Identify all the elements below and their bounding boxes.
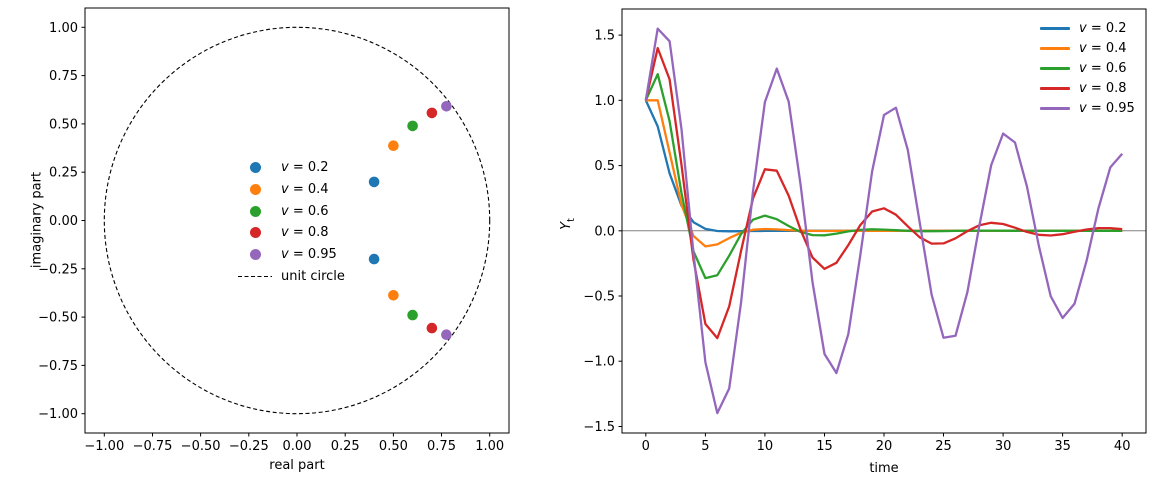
legend-marker-dot: [249, 184, 261, 196]
y-tick-label: −0.25: [38, 262, 78, 277]
x-tick-label: 0.50: [379, 439, 408, 454]
scatter-point: [388, 290, 399, 301]
legend-label: v = 0.8: [281, 225, 329, 241]
scatter-point: [407, 309, 418, 321]
series-line: [645, 99, 1123, 248]
y-tick-label: 1.00: [49, 21, 78, 36]
y-tick-label: 0.50: [49, 117, 78, 132]
scatter-point: [441, 329, 452, 341]
x-tick-label: 35: [1054, 439, 1071, 454]
legend-entry: v = 0.4: [1040, 39, 1135, 59]
y-tick-label: −0.50: [38, 311, 78, 326]
legend-line-swatch: [1040, 47, 1070, 51]
legend-entry: v = 0.8: [238, 222, 345, 244]
legend-entry: v = 0.6: [1040, 59, 1135, 79]
x-tick-label: 20: [876, 439, 893, 454]
legend-line-swatch: [1040, 27, 1070, 31]
y-tick-label: −1.0: [583, 355, 615, 370]
legend-label: v = 0.2: [1079, 21, 1127, 37]
x-tick-label: 40: [1114, 439, 1131, 454]
x-tick-label: 0: [642, 439, 650, 454]
legend-entry: v = 0.95: [238, 244, 345, 266]
y-tick-label: 0.00: [49, 214, 78, 229]
x-tick-label: 10: [757, 439, 774, 454]
x-tick-label: 15: [816, 439, 833, 454]
legend-line-swatch: [1040, 106, 1070, 110]
x-tick-label: −0.75: [133, 439, 173, 454]
y-tick-label: 0.75: [49, 69, 78, 84]
series-line: [644, 27, 1124, 415]
x-tick-label: −1.00: [84, 439, 124, 454]
left-legend: v = 0.2 v = 0.4 v = 0.6 v = 0.8 v = 0.95 unit…: [238, 157, 345, 287]
legend-label: v = 0.6: [281, 203, 329, 219]
x-tick-label: 0.75: [427, 439, 456, 454]
legend-entry: v = 0.2: [238, 157, 345, 179]
x-tick-label: 1.00: [475, 439, 504, 454]
legend-entry: v = 0.4: [238, 179, 345, 201]
unit-circle: [103, 26, 491, 415]
y-tick-label: −1.5: [583, 420, 615, 435]
scatter-point: [426, 322, 438, 334]
scatter-point: [441, 101, 452, 112]
scatter-point: [407, 120, 418, 132]
left-xlabel: real part: [269, 458, 325, 473]
right-xlabel: time: [869, 461, 899, 476]
legend-marker-dot: [249, 162, 261, 174]
legend-label: v = 0.4: [1079, 41, 1127, 57]
y-tick-label: −1.00: [38, 407, 78, 422]
x-tick-label: 5: [701, 439, 709, 454]
legend-label: unit circle: [281, 268, 345, 284]
right-ylabel: Yt: [559, 218, 577, 230]
y-tick-label: −0.5: [583, 290, 615, 305]
legend-entry: unit circle: [238, 265, 345, 287]
legend-label: v = 0.95: [1079, 100, 1135, 116]
y-tick-label: −0.75: [38, 359, 78, 374]
legend-label: v = 0.2: [281, 160, 329, 176]
legend-marker-dot: [249, 227, 261, 239]
scatter-point: [388, 140, 399, 151]
y-tick-label: 1.0: [594, 94, 615, 109]
x-tick-label: 25: [935, 439, 952, 454]
x-tick-label: 0.25: [331, 439, 360, 454]
scatter-point: [368, 176, 380, 188]
left-ylabel: imaginary part: [29, 171, 45, 269]
legend-label: v = 0.8: [1079, 80, 1127, 96]
legend-entry: v = 0.8: [1040, 78, 1135, 98]
y-tick-label: 1.5: [594, 29, 615, 44]
legend-label: v = 0.95: [281, 247, 337, 263]
y-tick-label: 0.5: [594, 159, 615, 174]
legend-marker-dot: [249, 205, 261, 217]
x-tick-label: 30: [995, 439, 1012, 454]
legend-entry: v = 0.2: [1040, 19, 1135, 39]
y-tick-label: 0.25: [49, 166, 78, 181]
scatter-point: [368, 253, 380, 265]
right-legend: v = 0.2 v = 0.4 v = 0.6 v = 0.8 v = 0.95: [1040, 19, 1135, 118]
x-tick-label: −0.25: [229, 439, 269, 454]
series-line: [644, 46, 1123, 340]
x-tick-label: −0.50: [181, 439, 221, 454]
legend-marker-dot: [249, 249, 261, 261]
legend-dashed-line: [238, 275, 272, 277]
legend-line-swatch: [1040, 66, 1070, 70]
series-line: [644, 73, 1123, 280]
y-tick-label: 0.0: [594, 224, 615, 239]
legend-entry: v = 0.95: [1040, 98, 1135, 118]
legend-label: v = 0.6: [1079, 60, 1127, 76]
x-tick-label: 0.00: [283, 439, 312, 454]
legend-entry: v = 0.6: [238, 200, 345, 222]
scatter-point: [426, 107, 438, 119]
legend-label: v = 0.4: [281, 182, 329, 198]
legend-line-swatch: [1040, 86, 1070, 90]
